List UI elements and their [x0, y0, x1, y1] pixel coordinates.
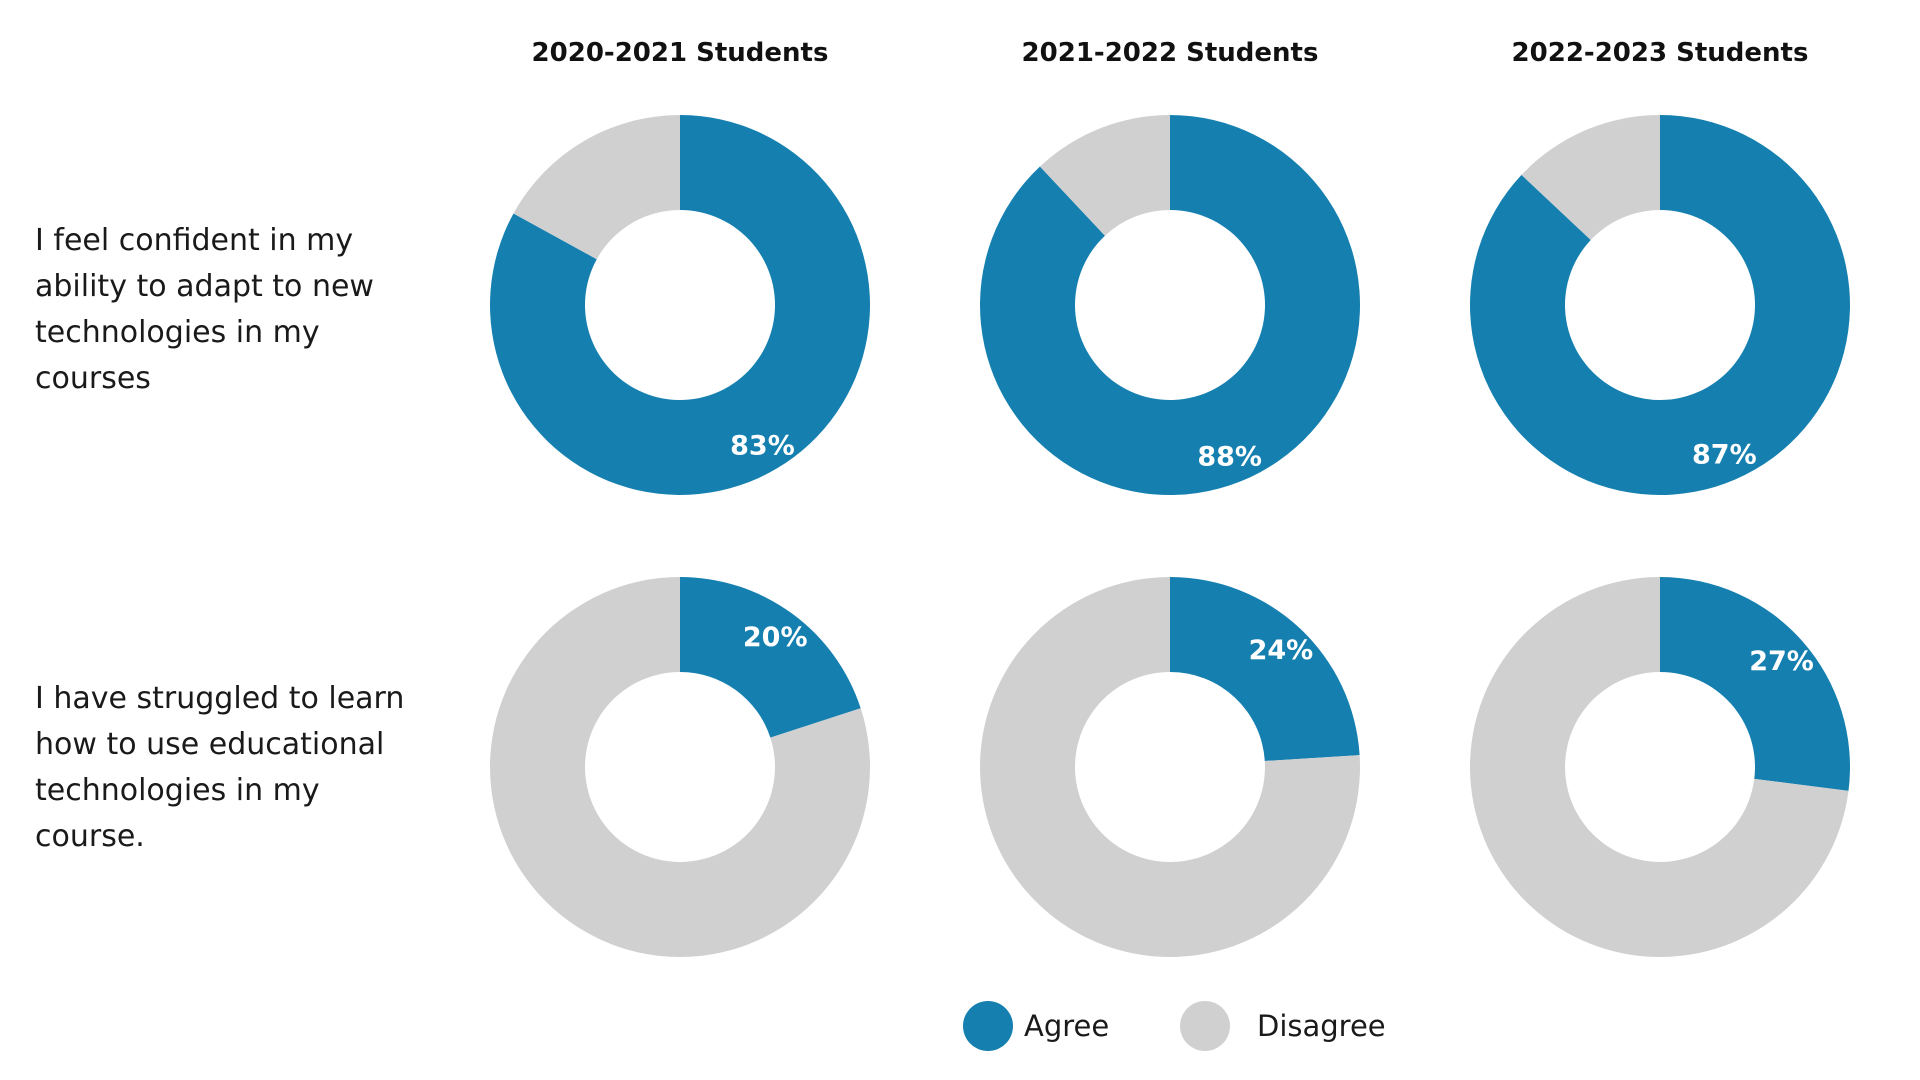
donuts: 83% 88% 87% 20% 24% 27%: [490, 115, 1851, 958]
slice-agree-r0-c2: [1470, 115, 1851, 495]
row-label-confident-adapt: I feel confident in my ability to adapt …: [35, 223, 374, 396]
slice-disagree-r0-c1: [1039, 115, 1170, 236]
slice-disagree-r1-c2: [1470, 577, 1849, 958]
donut-r1-c0: 20%: [490, 577, 871, 958]
slice-disagree-r0-c2: [1521, 115, 1660, 240]
legend-label-agree: Agree: [1024, 1009, 1109, 1043]
legend-swatch-disagree: [1180, 1001, 1230, 1051]
donut-r1-c2: 27%: [1470, 577, 1850, 958]
value-label-r0-c2: 87%: [1692, 440, 1757, 471]
slice-disagree-r1-c0: [490, 577, 871, 958]
value-label-r1-c0: 20%: [743, 622, 808, 653]
donut-r0-c2: 87%: [1470, 115, 1851, 495]
value-label-r1-c2: 27%: [1749, 646, 1814, 677]
legend: Agree Disagree: [963, 1001, 1386, 1051]
column-headers: 2020-2021 Students 2021-2022 Students 2022…: [532, 38, 1809, 68]
row-label-struggled-learn: I have struggled to learn how to use edu…: [35, 681, 405, 854]
slice-disagree-r1-c1: [980, 577, 1361, 958]
value-label-r1-c1: 24%: [1249, 635, 1314, 666]
slice-disagree-r0-c0: [513, 115, 680, 260]
value-label-r0-c1: 88%: [1197, 442, 1262, 473]
column-header-2: 2022-2023 Students: [1512, 38, 1809, 68]
legend-label-disagree: Disagree: [1257, 1009, 1386, 1043]
slice-agree-r0-c0: [490, 115, 870, 496]
donut-r1-c1: 24%: [980, 577, 1361, 958]
legend-swatch-agree: [963, 1001, 1013, 1051]
column-header-1: 2021-2022 Students: [1022, 38, 1319, 68]
column-header-0: 2020-2021 Students: [532, 38, 829, 68]
slice-agree-r0-c1: [980, 115, 1360, 495]
slice-agree-r1-c0: [680, 577, 861, 738]
slice-agree-r1-c2: [1660, 577, 1850, 791]
donut-r0-c0: 83%: [490, 115, 870, 496]
donut-r0-c1: 88%: [980, 115, 1360, 495]
slice-agree-r1-c1: [1170, 577, 1360, 762]
value-label-r0-c0: 83%: [730, 430, 795, 461]
